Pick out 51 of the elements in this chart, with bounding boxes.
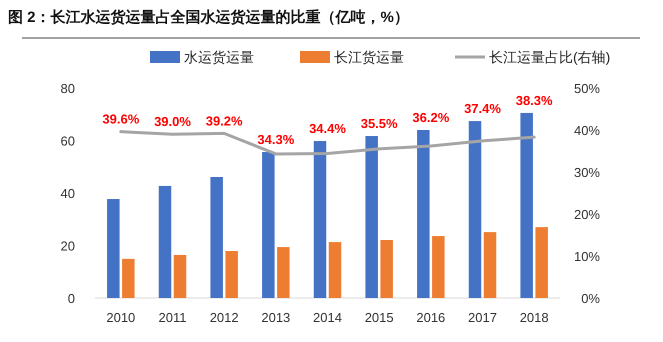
y-tick-label: 60 [60,134,75,148]
x-tick-label: 2011 [158,310,186,325]
x-tick-label: 2012 [210,310,239,325]
bar [158,186,172,298]
y2-tick-label: 10% [574,249,600,264]
title: 图 2：长江水运货运量占全国水运货运量的比重（亿吨，%） [8,9,409,26]
y2-tick-label: 40% [574,123,600,138]
y2-tick-label: 50% [574,81,600,96]
bar [262,152,275,298]
legend-label: 长江运量占比(右轴) [489,49,610,65]
bar [380,240,393,298]
y2-tick-label: 20% [574,207,600,222]
data-label: 39.0% [154,114,192,130]
bar [122,258,135,298]
y-tick-label: 20 [60,238,75,254]
bar [535,227,548,298]
bar [417,130,430,298]
bar [107,199,120,298]
data-label: 34.3% [257,132,295,148]
data-label: 34.4% [309,121,346,136]
x-tick-label: 2015 [364,310,394,325]
x-tick-label: 2016 [416,310,446,325]
x-tick-label: 2018 [520,310,549,325]
bar [365,136,378,298]
data-label: 37.4% [464,101,502,116]
y-tick-label: 40 [60,186,75,201]
y-tick-label: 80 [60,81,75,96]
data-label: 39.6% [102,112,140,127]
bar [210,176,223,298]
y2-tick-label: 0% [581,291,600,306]
bar [432,236,445,298]
bar [468,121,482,298]
bar [314,141,326,298]
bar [174,254,186,298]
y2-tick-label: 30% [574,165,600,180]
legend-label: 水运货运量 [184,49,254,65]
y-tick-label: 0 [68,291,75,306]
x-tick-label: 2013 [261,310,290,325]
data-label: 35.5% [360,116,398,132]
bar [484,232,496,298]
x-tick-label: 2010 [106,310,136,325]
data-label: 38.3% [516,92,554,108]
bar [328,242,342,298]
legend-label: 长江货运量 [334,49,404,65]
x-tick-label: 2017 [468,310,497,325]
bar [225,251,238,298]
data-label: 39.2% [206,113,244,128]
x-tick-label: 2014 [313,310,342,325]
bar [277,247,290,298]
bar [520,112,533,298]
data-label: 36.2% [412,110,450,125]
